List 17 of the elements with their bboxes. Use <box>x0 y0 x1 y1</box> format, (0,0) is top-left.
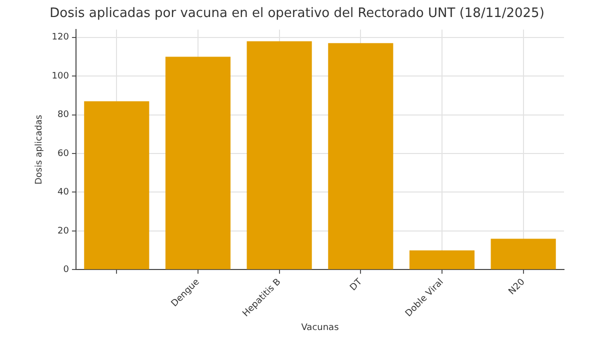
y-tick-label: 120 <box>52 32 70 43</box>
bar <box>328 43 394 270</box>
x-axis-title: Vacunas <box>301 322 340 333</box>
y-tick-label: 80 <box>58 110 70 120</box>
bar <box>84 101 150 270</box>
y-axis-title: Dosis aplicadas <box>34 114 45 185</box>
chart-title: Dosis aplicadas por vacuna en el operativo del Rectorado UNT (18/11/2025) <box>50 6 544 22</box>
y-tick-label: 40 <box>58 188 70 198</box>
y-tick-label: 20 <box>58 226 70 236</box>
y-tick-label: 60 <box>58 148 70 159</box>
bar <box>490 238 556 270</box>
y-tick-label: 100 <box>52 71 70 82</box>
bar <box>246 41 312 270</box>
y-tick-label: 0 <box>63 265 70 276</box>
bar <box>409 250 475 270</box>
x-tick-label: DT <box>348 276 365 294</box>
bar <box>165 56 231 270</box>
